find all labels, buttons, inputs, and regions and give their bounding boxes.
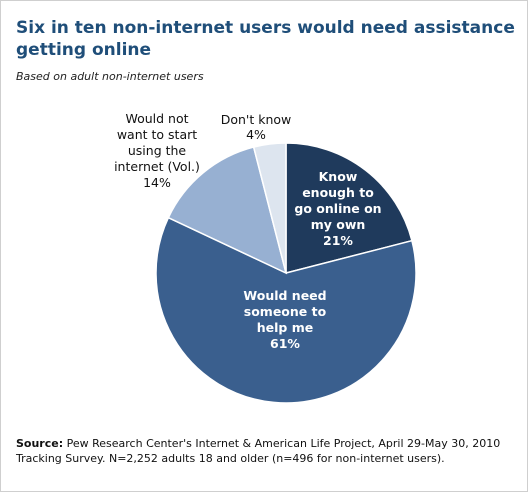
slice-not-want-label-line: using the [128, 143, 187, 158]
chart-title: Six in ten non-internet users would need… [16, 18, 515, 60]
chart-subtitle: Based on adult non-internet users [16, 70, 204, 83]
slice-help-label-line: help me [257, 320, 313, 335]
source-text: Pew Research Center's Internet & America… [16, 437, 501, 465]
source-note: Source: Pew Research Center's Internet &… [16, 436, 521, 466]
slice-not-want-label-line: Would not [125, 111, 188, 126]
slice-dont-know [252, 142, 287, 274]
slice-own-label-line: go online on [294, 201, 381, 216]
slice-own-label-line: 21% [323, 233, 353, 248]
slice-dont-know-label: Don't know 4% [221, 112, 292, 142]
slice-not-want-label-line: 14% [143, 175, 171, 190]
slice-own-label-line: Know [319, 169, 358, 184]
slice-not-want-label-line: want to start [117, 127, 197, 142]
slice-not-want-label-line: internet (Vol.) [114, 159, 200, 174]
slice-own-label-line: enough to [302, 185, 374, 200]
slice-help-label-line: someone to [244, 304, 327, 319]
slice-help-label-line: Would need [243, 288, 326, 303]
slice-help-label: Would need someone to help me 61% [243, 288, 326, 351]
slice-dont-know-label-line: 4% [246, 127, 266, 142]
slice-help-label-line: 61% [270, 336, 300, 351]
slice-not-want-label: Would not want to start using the internet … [114, 111, 200, 190]
slice-dont-know-label-line: Don't know [221, 112, 292, 127]
slice-own-label: Know enough to go online on my own 21% [294, 169, 381, 248]
source-label: Source: [16, 437, 64, 450]
slice-own [285, 142, 413, 274]
slice-own-label-line: my own [311, 217, 366, 232]
slice-not-want [167, 146, 288, 275]
slice-help [155, 216, 417, 404]
